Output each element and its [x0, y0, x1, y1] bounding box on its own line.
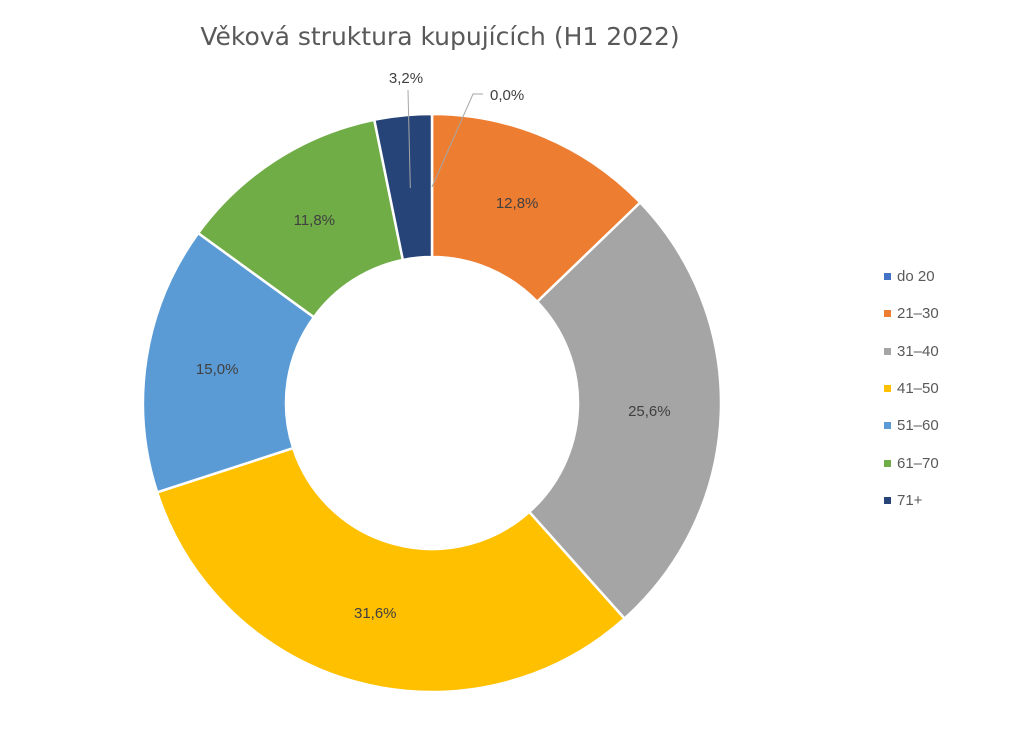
legend-label: 41–50 [897, 380, 939, 398]
slices-group [141, 112, 723, 694]
legend-item-61-70: 61–70 [884, 444, 939, 481]
legend-swatch [884, 459, 891, 467]
data-label-21-30: 12,8% [496, 195, 539, 212]
legend-label: 71+ [897, 491, 923, 509]
leader-line-do-20 [431, 93, 483, 188]
legend-swatch [884, 347, 891, 355]
slice-41-50 [155, 446, 627, 694]
data-label-31-40: 25,6% [628, 403, 671, 420]
legend-swatch [884, 310, 891, 318]
data-label-61-70: 11,8% [294, 212, 335, 229]
data-label-51-60: 15,0% [196, 361, 239, 378]
legend-item-41-50: 41–50 [884, 370, 939, 407]
legend: do 20 21–30 31–40 41–50 51–60 61–70 71+ [884, 258, 939, 519]
data-labels-group: 0,0% 12,8% 25,6% 31,6% 15,0% 11,8% 3,2% [196, 70, 671, 622]
legend-label: 31–40 [897, 342, 939, 360]
legend-swatch [884, 273, 891, 281]
legend-swatch [884, 385, 891, 393]
leader-line-71 [407, 89, 411, 189]
legend-swatch [884, 496, 891, 504]
legend-label: 61–70 [897, 454, 939, 472]
legend-label: 21–30 [897, 305, 939, 323]
legend-item-21-30: 21–30 [884, 295, 939, 332]
legend-item-do-20: do 20 [884, 258, 939, 295]
leader-lines-group [407, 89, 483, 189]
data-label-71: 3,2% [389, 70, 423, 87]
legend-item-71: 71+ [884, 482, 939, 519]
legend-swatch [884, 422, 891, 430]
slice-31-40 [527, 200, 723, 621]
chart-title: Věková struktura kupujících (H1 2022) [200, 22, 680, 51]
legend-item-51-60: 51–60 [884, 407, 939, 444]
data-label-do-20: 0,0% [490, 87, 524, 104]
slice-21-30 [430, 112, 642, 304]
legend-item-31-40: 31–40 [884, 333, 939, 370]
data-label-41-50: 31,6% [354, 605, 397, 622]
legend-label: 51–60 [897, 417, 939, 435]
slice-61-70 [196, 118, 405, 319]
slice-71 [372, 112, 434, 262]
legend-label: do 20 [897, 268, 935, 286]
slice-51-60 [141, 231, 316, 494]
